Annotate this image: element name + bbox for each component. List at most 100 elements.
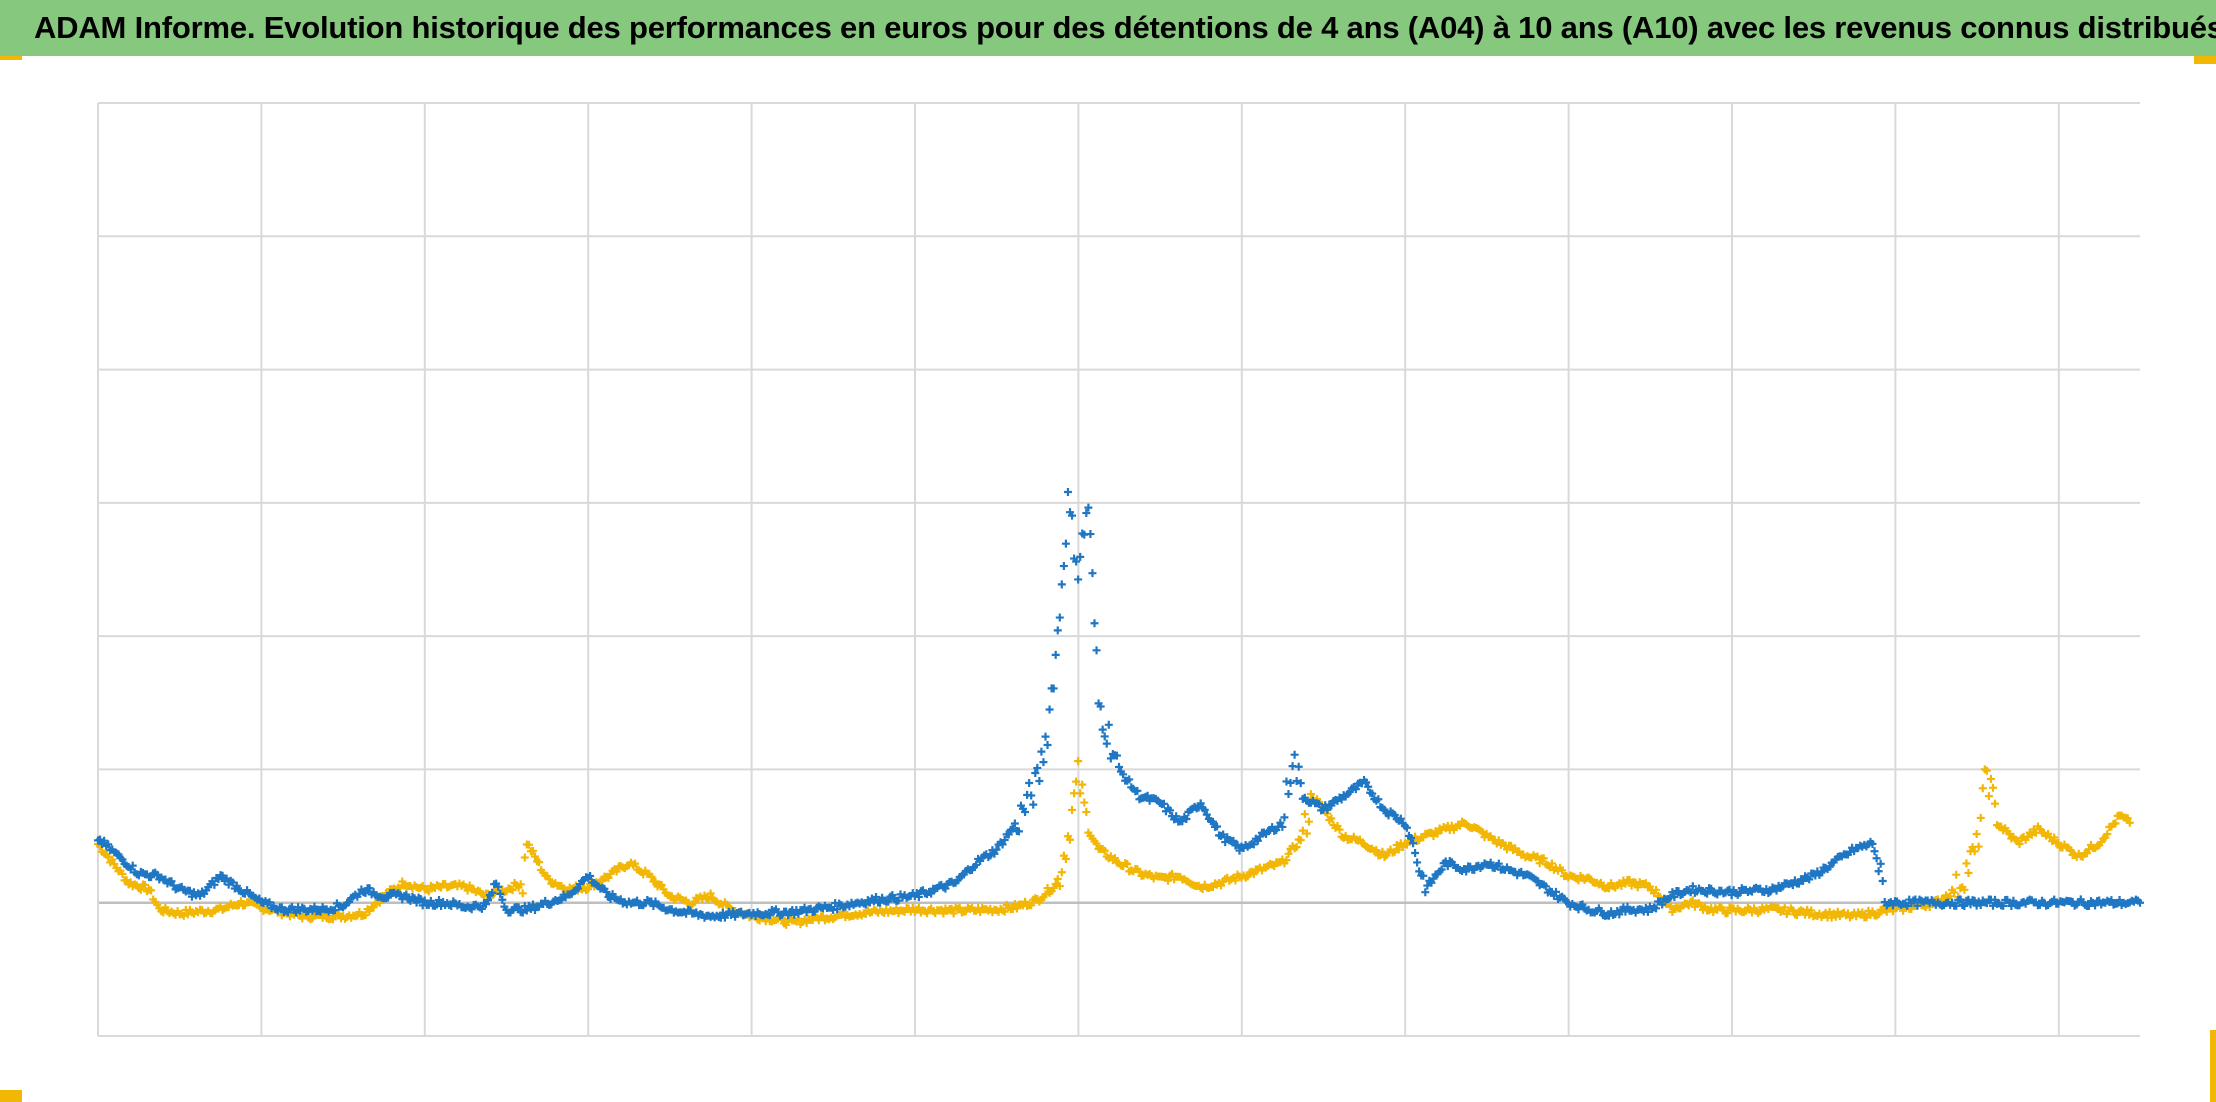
data-point	[1874, 910, 1883, 919]
data-point	[612, 867, 621, 876]
data-point	[196, 891, 205, 900]
data-point	[2136, 898, 2144, 907]
data-point	[1080, 798, 1089, 807]
data-point	[1302, 829, 1311, 838]
data-point	[185, 886, 194, 895]
data-point	[1615, 910, 1624, 919]
data-point	[1362, 778, 1371, 787]
data-point	[1063, 487, 1072, 496]
data-point	[118, 855, 127, 864]
data-point	[1903, 901, 1912, 910]
data-point	[412, 898, 421, 907]
data-point	[1688, 896, 1697, 905]
data-point	[1772, 886, 1781, 895]
data-point	[2027, 830, 2036, 839]
data-point	[1110, 854, 1119, 863]
data-point	[1074, 757, 1083, 766]
data-point	[528, 900, 537, 909]
data-point	[1960, 901, 1969, 910]
data-point	[1096, 702, 1105, 711]
data-point	[1950, 888, 1959, 897]
data-point	[118, 869, 127, 878]
data-point	[1021, 807, 1030, 816]
data-point	[1065, 835, 1074, 844]
data-point	[432, 900, 441, 909]
data-point	[869, 897, 878, 906]
data-point	[1278, 822, 1287, 831]
data-point	[1133, 786, 1142, 795]
data-point	[1991, 799, 2000, 808]
data-point	[1123, 859, 1132, 868]
data-point	[383, 893, 392, 902]
data-point	[1703, 889, 1712, 898]
data-point	[833, 905, 842, 914]
data-point	[1200, 805, 1209, 814]
data-point	[586, 872, 595, 881]
data-point	[1396, 814, 1405, 823]
data-point	[1100, 846, 1109, 855]
data-point	[1143, 791, 1152, 800]
data-point	[1106, 754, 1115, 763]
data-point	[1219, 830, 1228, 839]
data-point	[2115, 895, 2124, 904]
data-point	[1858, 908, 1867, 917]
data-point	[1035, 776, 1044, 785]
data-point	[2054, 838, 2063, 847]
data-point	[2005, 829, 2014, 838]
series-2	[94, 487, 2144, 922]
data-point	[1033, 763, 1042, 772]
data-point	[1547, 859, 1556, 868]
data-point	[1182, 814, 1191, 823]
data-point	[986, 851, 995, 860]
data-point	[1394, 845, 1403, 854]
data-point	[1427, 878, 1436, 887]
data-point	[1078, 780, 1087, 789]
data-point	[498, 895, 507, 904]
data-point	[1494, 859, 1503, 868]
data-point	[365, 884, 374, 893]
data-point	[1423, 881, 1432, 890]
data-point	[187, 892, 196, 901]
data-point	[1037, 747, 1046, 756]
data-point	[316, 907, 325, 916]
data-point	[1208, 817, 1217, 826]
data-point	[1946, 892, 1955, 901]
data-point	[108, 855, 117, 864]
data-point	[435, 895, 444, 904]
series-layer	[94, 487, 2144, 929]
data-point	[1578, 900, 1587, 909]
data-point	[818, 911, 827, 920]
data-point	[1794, 879, 1803, 888]
data-point	[1284, 789, 1293, 798]
data-point	[488, 888, 497, 897]
data-point	[1539, 854, 1548, 863]
data-point	[2050, 895, 2059, 904]
data-point	[1633, 883, 1642, 892]
data-point	[1068, 511, 1077, 520]
data-point	[1178, 817, 1187, 826]
data-point	[2107, 896, 2116, 905]
data-point	[1368, 789, 1377, 798]
data-point	[1323, 805, 1332, 814]
data-point	[1057, 580, 1066, 589]
data-point	[1082, 807, 1091, 816]
data-point	[1074, 575, 1083, 584]
data-point	[1415, 867, 1424, 876]
data-point	[1172, 812, 1181, 821]
data-point	[416, 895, 425, 904]
data-point	[96, 835, 105, 844]
data-point	[1956, 895, 1965, 904]
data-point	[1029, 800, 1038, 809]
data-point	[265, 898, 274, 907]
data-point	[1168, 869, 1177, 878]
data-point	[1055, 613, 1064, 622]
data-point	[861, 900, 870, 909]
data-point	[647, 872, 656, 881]
corner-accent-top-right	[2194, 56, 2216, 64]
data-point	[1061, 539, 1070, 548]
data-point	[128, 861, 137, 870]
data-point	[126, 878, 135, 887]
data-point	[1043, 740, 1052, 749]
data-point	[277, 903, 286, 912]
data-point	[1014, 827, 1023, 836]
